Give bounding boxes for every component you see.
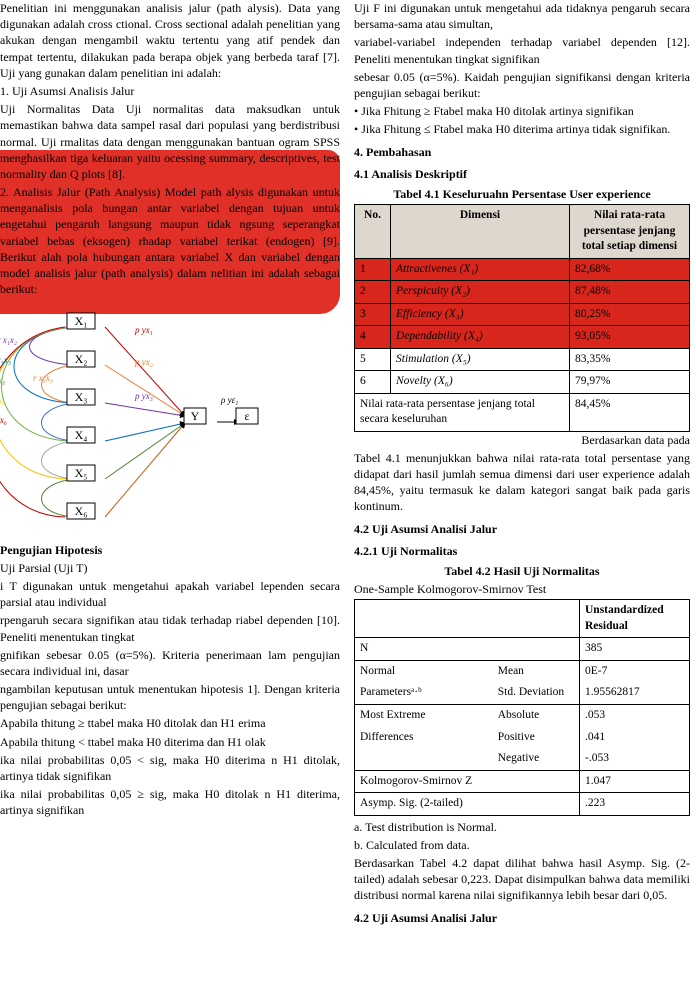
tbl1-footer-label: Nilai rata-rata persentase jenjang total… [355,393,570,431]
after-tbl1a: Berdasarkan data pada [354,432,690,448]
svg-text:r x₂x₃: r x₂x₃ [33,373,53,383]
table-ux-persentase: No. Dimensi Nilai rata-rata persentase j… [354,204,690,432]
table-row: N385 [355,638,690,661]
hyp-body2: rpengaruh secara signifikan atau tidak t… [0,612,340,644]
sec-42: 4.2 Uji Asumsi Analisi Jalur [354,521,690,537]
left-p1: Penelitian ini menggunakan analisis jalu… [0,0,340,81]
svg-text:r x₁x₆: r x₁x₆ [0,415,7,425]
table-row: 1Attractivenes (X₁)82,68% [355,258,690,281]
left-blob-text: 2. Analisis Jalur (Path Analysis) Model … [0,184,340,297]
hyp-title: Pengujian Hipotesis [0,542,340,558]
table-row: 4Dependability (X₄)93,05% [355,326,690,349]
svg-text:r x₁x₂: r x₁x₂ [0,335,17,345]
sec-42b: 4.2 Uji Asumsi Analisi Jalur [354,910,690,926]
table-row: 2Perspicuity (X₂)87,48% [355,281,690,304]
tbl1-h1: Dimensi [391,205,570,259]
concl: Berdasarkan Tabel 4.2 dapat dilihat bahw… [354,855,690,904]
sec-421: 4.2.1 Uji Normalitas [354,543,690,559]
tbl1-footer-val: 84,45% [570,393,690,431]
svg-text:p yx₃: p yx₃ [134,391,153,401]
table-kolmogorov: Unstandardized Residual N385NormalMean0E… [354,599,690,815]
table-row: Most ExtremeAbsolute.053 [355,705,690,727]
right-bul2: • Jika Fhitung ≤ Ftabel maka H0 diterima… [354,121,690,137]
notes-a: a. Test distribution is Normal. [354,819,690,835]
sec-4: 4. Pembahasan [354,144,690,160]
path-diagram: X₁ X₂ X₃ X₄ X₅ X₆ Yε r x₁x₂ r x₁x₃ r x₁x₄ r x₁x₅ r… [0,303,290,533]
tbl2-title: Tabel 4.2 Hasil Uji Normalitas [354,563,690,579]
tbl1-h2: Nilai rata-rata persentase jenjang total… [570,205,690,259]
left-li1-title: 1. Uji Asumsi Analisis Jalur [0,83,340,99]
table-row: Kolmogorov-Smirnov Z1.047 [355,770,690,793]
svg-text:r x₁x₃: r x₁x₃ [0,355,11,365]
table-row: 3Efficiency (X₃)80,25% [355,303,690,326]
table-row: NormalMean0E-7 [355,660,690,682]
svg-text:X₅: X₅ [75,466,88,480]
left-li1-body: Uji Normalitas Data Uji normalitas data … [0,101,340,182]
table-row: Parametersᵃ·ᵇStd. Deviation1.95562817 [355,682,690,704]
hyp-body3: gnifikan sebesar 0.05 (α=5%). Kriteria p… [0,647,340,679]
hyp-li2: Apabila thitung < ttabel maka H0 diterim… [0,734,340,750]
svg-text:p yx₁: p yx₁ [134,325,153,335]
tbl2-subtitle: One-Sample Kolmogorov-Smirnov Test [354,581,690,597]
right-p1: Uji F ini digunakan untuk mengetahui ada… [354,0,690,32]
tbl1-h0: No. [355,205,391,259]
svg-text:X₂: X₂ [75,352,88,366]
hyp-li3: ika nilai probabilitas 0,05 < sig, maka … [0,752,340,784]
right-p3: sebesar 0.05 (α=5%). Kaidah pengujian si… [354,69,690,101]
svg-text:r x₁x₄: r x₁x₄ [0,375,5,385]
notes-b: b. Calculated from data. [354,837,690,853]
table-row: 5Stimulation (X₅)83,35% [355,348,690,371]
svg-text:Y: Y [191,409,200,423]
tbl2-hdr: Unstandardized Residual [580,600,690,638]
tbl2-empty [355,600,580,638]
svg-text:ρ yε₁: ρ yε₁ [220,395,238,405]
svg-text:p yx₂: p yx₂ [134,357,153,367]
hyp-body1: i T digunakan untuk mengetahui apakah va… [0,578,340,610]
table-row: Asymp. Sig. (2-tailed).223 [355,793,690,816]
table-row: DifferencesPositive.041 [355,727,690,749]
svg-text:X₁: X₁ [75,314,88,328]
table-row: Negative-.053 [355,748,690,770]
svg-text:ε: ε [244,409,249,423]
svg-text:X₆: X₆ [75,504,88,518]
svg-text:r x₁x₅: r x₁x₅ [0,395,5,405]
after-tbl1b: Tabel 4.1 menunjukkan bahwa nilai rata-r… [354,450,690,515]
svg-text:X₃: X₃ [75,390,88,404]
table-row: 6Novelty (X₆)79,97% [355,371,690,394]
svg-text:X₄: X₄ [75,428,88,442]
right-p2: variabel-variabel independen terhadap va… [354,34,690,66]
hyp-a: Uji Parsial (Uji T) [0,560,340,576]
hyp-li4: ika nilai probabilitas 0,05 ≥ sig, maka … [0,786,340,818]
right-bul1: • Jika Fhitung ≥ Ftabel maka H0 ditolak … [354,103,690,119]
tbl1-title: Tabel 4.1 Keseluruahn Persentase User ex… [354,186,690,202]
sec-41: 4.1 Analisis Deskriptif [354,166,690,182]
hyp-body4: ngambilan keputusan untuk menentukan hip… [0,681,340,713]
hyp-li1: Apabila thitung ≥ ttabel maka H0 ditolak… [0,715,340,731]
